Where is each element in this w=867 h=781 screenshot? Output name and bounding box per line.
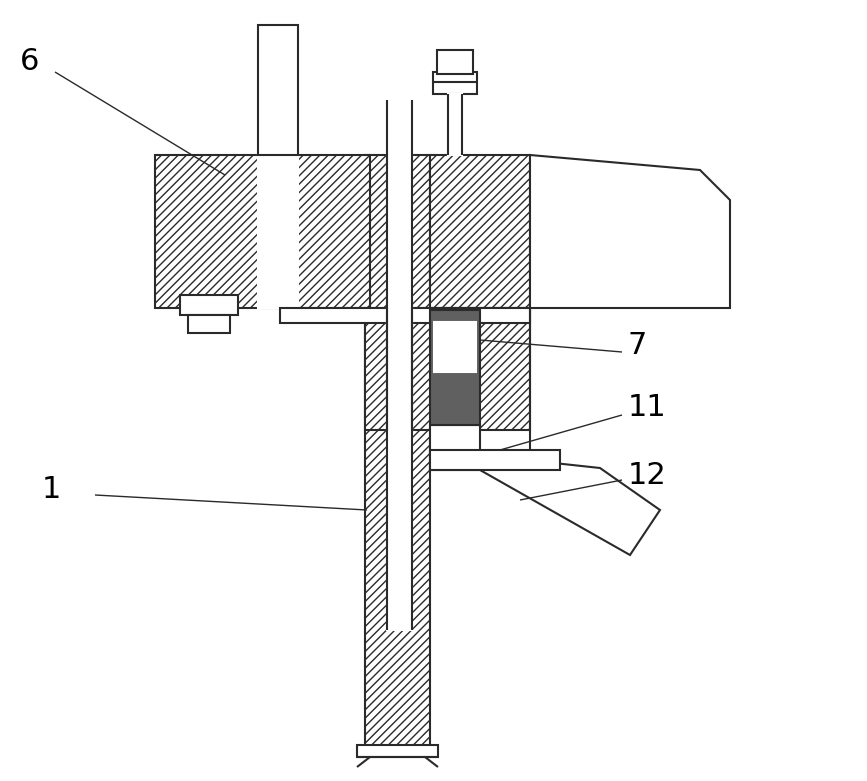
Bar bbox=[433, 72, 477, 94]
Text: 7: 7 bbox=[628, 330, 648, 359]
Polygon shape bbox=[480, 455, 660, 555]
Bar bbox=[365, 308, 530, 430]
Text: 12: 12 bbox=[628, 461, 667, 490]
Bar bbox=[430, 425, 480, 470]
Text: 11: 11 bbox=[628, 394, 667, 423]
Bar bbox=[258, 25, 298, 155]
Text: 6: 6 bbox=[20, 48, 39, 77]
Bar bbox=[448, 94, 462, 155]
Bar bbox=[437, 50, 473, 74]
Bar bbox=[387, 100, 412, 630]
Bar bbox=[434, 322, 476, 372]
Bar bbox=[365, 155, 430, 755]
Bar bbox=[188, 315, 230, 333]
Bar bbox=[430, 310, 480, 425]
Bar bbox=[155, 155, 370, 308]
Bar bbox=[387, 308, 412, 430]
Bar bbox=[430, 450, 560, 470]
Bar bbox=[280, 308, 530, 323]
Bar bbox=[357, 745, 438, 757]
Text: 1: 1 bbox=[42, 476, 62, 505]
Bar bbox=[430, 155, 530, 308]
Bar bbox=[180, 295, 238, 315]
Polygon shape bbox=[530, 155, 730, 308]
Bar bbox=[258, 155, 298, 308]
